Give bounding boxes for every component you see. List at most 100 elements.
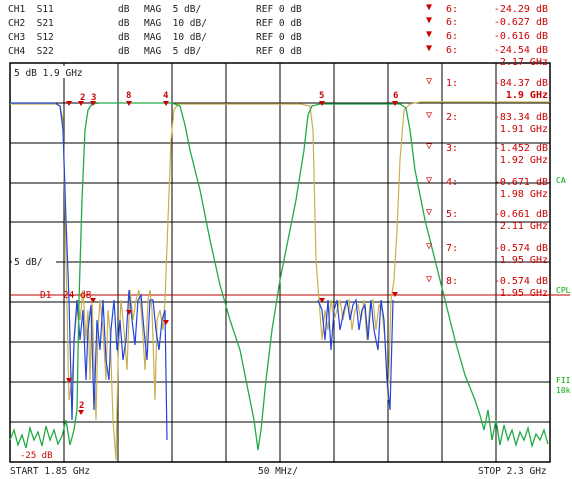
marker-triangle-icon: ▼ bbox=[426, 29, 433, 40]
s12-trace bbox=[10, 101, 550, 461]
s21-trace bbox=[9, 102, 549, 451]
marker-triangle-icon: ▼ bbox=[426, 43, 433, 54]
marker-name: 3: bbox=[446, 143, 459, 154]
marker-name: 6: bbox=[446, 31, 459, 42]
marker-frequency: 1.98 GHz bbox=[499, 189, 548, 200]
marker-name: 2: bbox=[446, 112, 459, 123]
channel-label: CH4 S22 bbox=[8, 46, 54, 57]
marker-value: -24.29 dB bbox=[493, 4, 548, 15]
marker-4-lower-icon bbox=[163, 320, 169, 325]
bottom-ref-label: -25 dB bbox=[20, 451, 53, 461]
marker-value: -0.616 dB bbox=[493, 31, 548, 42]
channel-scale: MAG 5 dB/ bbox=[144, 4, 202, 15]
marker-value: -24.54 dB bbox=[493, 45, 548, 56]
marker-2-lower-label: 2 bbox=[79, 401, 84, 411]
channel-header: CH1 S11 dB MAG 5 dB/ REF 0 dB CH2 S21 dB… bbox=[8, 3, 428, 59]
marker-delta-icon: ▽ bbox=[426, 76, 433, 87]
channel-format: dB bbox=[118, 32, 130, 43]
marker-7-lower-icon bbox=[126, 310, 132, 315]
channel-label: CH2 S21 bbox=[8, 18, 54, 29]
marker-1-lower-icon bbox=[66, 378, 72, 383]
marker-readout: ▽ 4: -0.671 dB 1.98 GHz bbox=[426, 175, 572, 201]
upper-scale-label: 5 dB 1.9 GHz bbox=[14, 68, 83, 79]
marker-readout: ▽ 8: -0.574 dB 1.95 GHz bbox=[426, 274, 572, 300]
marker-readout: ▼ 6: -24.29 dB bbox=[426, 2, 572, 16]
marker-value: -84.37 dB bbox=[493, 78, 548, 89]
side-label: 10k bbox=[556, 386, 571, 395]
channel-row: CH4 S22 dB MAG 5 dB/ REF 0 dB bbox=[8, 45, 428, 59]
side-label: CPL bbox=[556, 286, 571, 295]
marker-value: -1.452 dB bbox=[493, 143, 548, 154]
stop-frequency: STOP 2.3 GHz bbox=[478, 466, 547, 477]
channel-format: dB bbox=[118, 4, 130, 15]
channel-ref: REF 0 dB bbox=[256, 46, 302, 57]
marker-readout: ▼ 6: -24.54 dB 2.17 GHz bbox=[426, 43, 572, 69]
marker-readout: ▽ 7: -0.574 dB 1.95 GHz bbox=[426, 241, 572, 267]
marker-delta-icon: ▽ bbox=[426, 207, 433, 218]
marker-3-lower-icon bbox=[90, 298, 96, 303]
marker-readout: ▽ 2: -83.34 dB 1.91 GHz bbox=[426, 110, 572, 136]
channel-scale: MAG 10 dB/ bbox=[144, 32, 207, 43]
marker-delta-icon: ▽ bbox=[426, 110, 433, 121]
marker-frequency: 1.95 GHz bbox=[499, 255, 548, 266]
marker-name: 6: bbox=[446, 17, 459, 28]
marker-frequency: 2.11 GHz bbox=[499, 221, 548, 232]
side-label: FII bbox=[556, 376, 571, 385]
marker-name: 6: bbox=[446, 4, 459, 15]
channel-scale: MAG 5 dB/ bbox=[144, 46, 202, 57]
start-frequency: START 1.85 GHz bbox=[10, 466, 91, 477]
marker-triangle-icon: ▼ bbox=[426, 15, 433, 26]
marker-7-label: 8 bbox=[126, 91, 131, 101]
marker-3-icon bbox=[90, 101, 96, 106]
channel-row: CH1 S11 dB MAG 5 dB/ REF 0 dB bbox=[8, 3, 428, 17]
marker-delta-icon: ▽ bbox=[426, 141, 433, 152]
marker-value: -0.671 dB bbox=[493, 177, 548, 188]
channel-ref: REF 0 dB bbox=[256, 32, 302, 43]
trace-markers: 2 3 8 4 5 6 2 bbox=[66, 91, 398, 415]
channel-label: CH3 S12 bbox=[8, 32, 54, 43]
channel-format: dB bbox=[118, 46, 130, 57]
marker-1-icon bbox=[66, 101, 72, 106]
marker-delta-icon: ▽ bbox=[426, 274, 433, 285]
marker-name: 7: bbox=[446, 243, 459, 254]
s11-trace bbox=[10, 102, 394, 441]
marker-7-icon bbox=[126, 101, 132, 106]
marker-readout: ▽ 3: -1.452 dB 1.92 GHz bbox=[426, 141, 572, 167]
marker-2-icon bbox=[78, 101, 84, 106]
marker-6-lower-icon bbox=[392, 292, 398, 297]
marker-readout: ▼ 6: -0.627 dB bbox=[426, 15, 572, 29]
channel-row: CH2 S21 dB MAG 10 dB/ REF 0 dB bbox=[8, 17, 428, 31]
channel-ref: REF 0 dB bbox=[256, 18, 302, 29]
marker-frequency: 1.95 GHz bbox=[499, 288, 548, 299]
marker-2-lower-icon bbox=[78, 410, 84, 415]
marker-readout: ▼ 6: -0.616 dB bbox=[426, 29, 572, 43]
span-per-division: 50 MHz/ bbox=[258, 466, 299, 477]
channel-format: dB bbox=[118, 18, 130, 29]
marker-value: -0.574 dB bbox=[493, 243, 548, 254]
marker-readout: ▽ 5: -0.661 dB 2.11 GHz bbox=[426, 207, 572, 233]
channel-label: CH1 S11 bbox=[8, 4, 54, 15]
lower-scale-box bbox=[12, 255, 56, 267]
marker-value: -83.34 dB bbox=[493, 112, 548, 123]
marker-2-label: 2 bbox=[80, 93, 85, 103]
marker-value: -0.627 dB bbox=[493, 17, 548, 28]
marker-frequency: 1.9 GHz bbox=[505, 90, 548, 101]
marker-name: 4: bbox=[446, 177, 459, 188]
side-label: CA bbox=[556, 176, 566, 185]
marker-delta-icon: ▽ bbox=[426, 241, 433, 252]
marker-6-icon bbox=[392, 101, 398, 106]
marker-name: 6: bbox=[446, 45, 459, 56]
marker-4-icon bbox=[163, 101, 169, 106]
marker-5-label: 5 bbox=[319, 91, 324, 101]
marker-delta-icon: ▽ bbox=[426, 175, 433, 186]
marker-name: 8: bbox=[446, 276, 459, 287]
marker-frequency: 2.17 GHz bbox=[499, 57, 548, 68]
marker-value: -0.574 dB bbox=[493, 276, 548, 287]
marker-name: 1: bbox=[446, 78, 459, 89]
channel-row: CH3 S12 dB MAG 10 dB/ REF 0 dB bbox=[8, 31, 428, 45]
marker-frequency: 1.91 GHz bbox=[499, 124, 548, 135]
marker-triangle-icon: ▼ bbox=[426, 2, 433, 13]
marker-6-label: 6 bbox=[393, 91, 398, 101]
marker-readout: ▽ 1: -84.37 dB 1.9 GHz bbox=[426, 76, 572, 102]
